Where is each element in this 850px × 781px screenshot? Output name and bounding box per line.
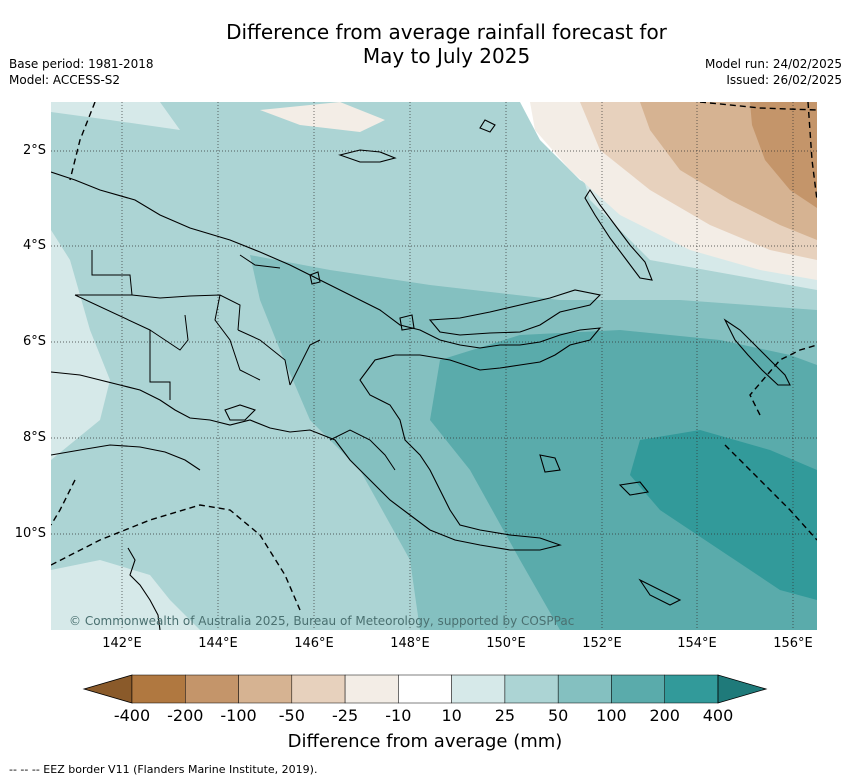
- lat-label-2s: 2°S: [22, 143, 46, 158]
- colorbar-segment: [344, 674, 399, 704]
- island-7: [224, 404, 257, 421]
- contour-neg-blob: [260, 102, 385, 132]
- colorbar-tick-label: 400: [702, 706, 734, 725]
- colorbar-label: Difference from average (mm): [287, 731, 563, 752]
- copyright-notice: © Commonwealth of Australia 2025, Bureau…: [69, 614, 575, 628]
- colorbar-extend-high: [717, 674, 768, 704]
- colorbar-segment: [557, 674, 612, 704]
- lon-label-150e: 150°E: [486, 636, 526, 651]
- colorbar-segment: [504, 674, 559, 704]
- lat-label-8s: 8°S: [22, 430, 46, 445]
- meta-right: Model run: 24/02/2025 Issued: 26/02/2025: [705, 56, 842, 88]
- colorbar-segment: [398, 674, 452, 704]
- base-period: Base period: 1981-2018: [9, 57, 154, 71]
- eez-borders: [51, 102, 817, 611]
- colorbar-segment: [291, 674, 346, 704]
- colorbar-segment: [451, 674, 506, 704]
- new-ireland: [584, 188, 653, 281]
- colorbar-tick-label: 200: [649, 706, 680, 725]
- new-britain: [428, 289, 602, 336]
- map-area: [51, 102, 817, 630]
- lat-label-10s: 10°S: [14, 526, 46, 541]
- colorbar: [82, 674, 768, 704]
- colorbar-extend-low: [82, 674, 133, 704]
- contour-neg-100-200: [750, 102, 817, 208]
- island-3: [309, 271, 321, 285]
- colorbar-segment: [664, 674, 719, 704]
- island-2: [399, 314, 415, 331]
- issued-date: Issued: 26/02/2025: [726, 73, 842, 87]
- colorbar-tick-label: -400: [113, 706, 151, 725]
- island-6: [539, 454, 561, 473]
- lat-label-4s: 4°S: [22, 238, 46, 253]
- lon-label-152e: 152°E: [582, 636, 622, 651]
- contour-white-nw: [51, 102, 180, 130]
- colorbar-tick-label: -50: [278, 706, 305, 725]
- colorbar-tick-label: 100: [596, 706, 627, 725]
- gridlines: [51, 102, 817, 630]
- island-4: [618, 481, 650, 496]
- colorbar-segment: [611, 674, 665, 704]
- lon-label-156e: 156°E: [773, 636, 813, 651]
- contour-100-200: [430, 330, 817, 630]
- island-1: [479, 119, 496, 133]
- lon-label-144e: 144°E: [198, 636, 238, 651]
- island-5: [638, 578, 682, 606]
- map-title: Difference from average rainfall forecas…: [0, 20, 850, 68]
- colorbar-tick-label: -200: [167, 706, 204, 725]
- colorbar-tick-label: -10: [385, 706, 412, 725]
- south-coast: [51, 444, 201, 471]
- title-line-2: May to July 2025: [362, 44, 531, 68]
- new-guinea-coast: [51, 171, 602, 551]
- contour-200-400: [630, 430, 817, 600]
- lon-label-142e: 142°E: [102, 636, 142, 651]
- title-line-1: Difference from average rainfall forecas…: [226, 20, 667, 44]
- lon-label-146e: 146°E: [294, 636, 334, 651]
- model-run: Model run: 24/02/2025: [704, 57, 842, 71]
- manus-island: [338, 149, 397, 163]
- colorbar-tick-label: -100: [220, 706, 257, 725]
- lon-label-154e: 154°E: [677, 636, 717, 651]
- lat-label-6s: 6°S: [22, 334, 46, 349]
- colorbar-segment: [238, 674, 293, 704]
- colorbar-tick-label: 50: [547, 706, 569, 725]
- colorbar-tick-label: 10: [441, 706, 462, 725]
- lon-label-148e: 148°E: [390, 636, 430, 651]
- colorbar-segment: [185, 674, 239, 704]
- colorbar-tick-label: -25: [332, 706, 359, 725]
- coastlines: [51, 119, 791, 630]
- province-borders: [74, 250, 396, 471]
- model-name: Model: ACCESS-S2: [9, 73, 121, 87]
- colorbar-tick-label: 25: [494, 706, 516, 725]
- meta-left: Base period: 1981-2018 Model: ACCESS-S2: [9, 56, 154, 88]
- contour-10-25-south: [51, 560, 200, 630]
- bougainville: [723, 318, 791, 386]
- eez-legend-note: -- -- -- EEZ border V11 (Flanders Marine…: [9, 763, 318, 776]
- cape-york: [127, 547, 161, 630]
- colorbar-segment: [131, 674, 186, 704]
- contour-10-25-west-strip: [51, 230, 110, 460]
